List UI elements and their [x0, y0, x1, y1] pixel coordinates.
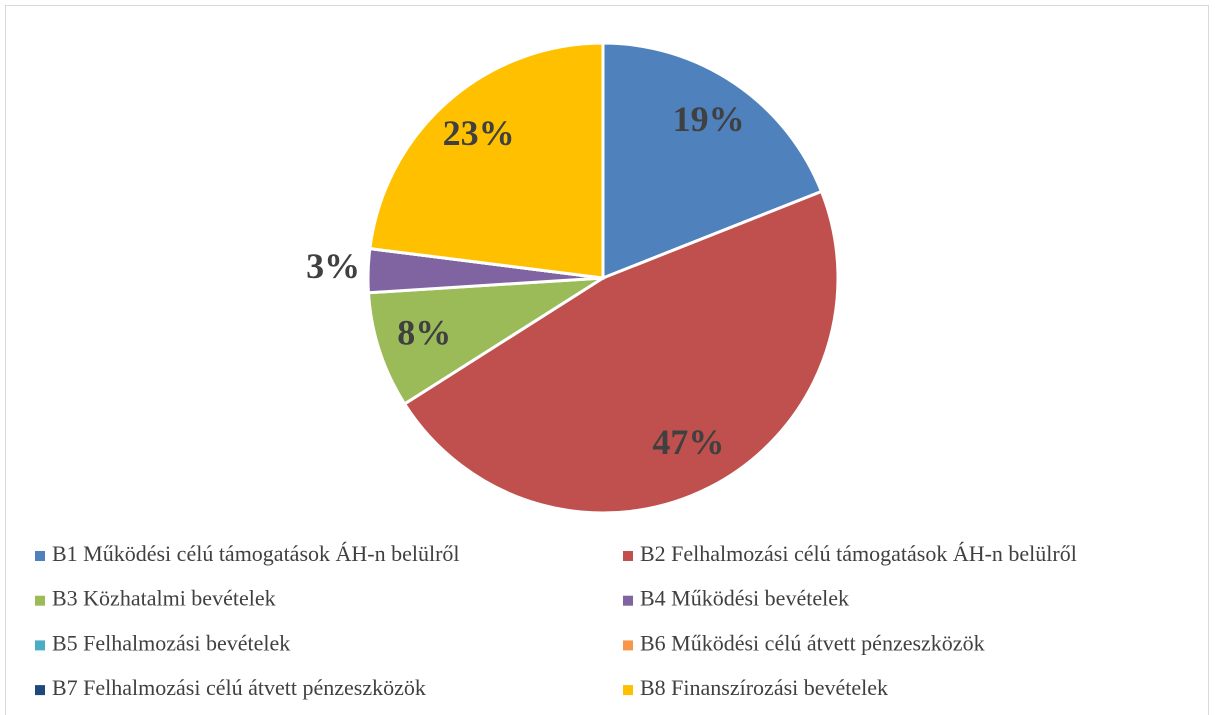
legend-label: B3 Közhatalmi bevételek [52, 586, 276, 611]
legend-swatch [623, 551, 633, 561]
legend-swatch [35, 595, 45, 606]
legend-label: B4 Működési bevételek [640, 586, 849, 611]
data-label: 3% [306, 246, 360, 286]
data-label: 8% [397, 312, 451, 352]
pie-slice [402, 189, 840, 515]
legend-swatch [35, 551, 45, 561]
legend-swatch [623, 640, 633, 651]
data-label: 47% [652, 422, 724, 462]
legend-label: B2 Felhalmozási célú támogatások ÁH-n be… [640, 541, 1077, 566]
legend-label: B5 Felhalmozási bevételek [52, 630, 290, 655]
pie-slice [366, 276, 604, 406]
pie-slice [368, 41, 605, 280]
legend-label: B8 Finanszírozási bevételek [640, 675, 888, 700]
pie-slice [601, 41, 824, 281]
data-label: 19% [673, 99, 745, 139]
legend-swatch [35, 640, 45, 651]
legend-swatch [623, 685, 633, 696]
legend-swatch [35, 685, 45, 696]
legend-swatch [623, 595, 633, 606]
legend-label: B6 Működési célú átvett pénzeszközök [640, 630, 985, 655]
legend-label: B1 Működési célú támogatások ÁH-n belülr… [52, 541, 460, 566]
data-label: 23% [443, 113, 515, 153]
legend-label: B7 Felhalmozási célú átvett pénzeszközök [52, 675, 426, 700]
